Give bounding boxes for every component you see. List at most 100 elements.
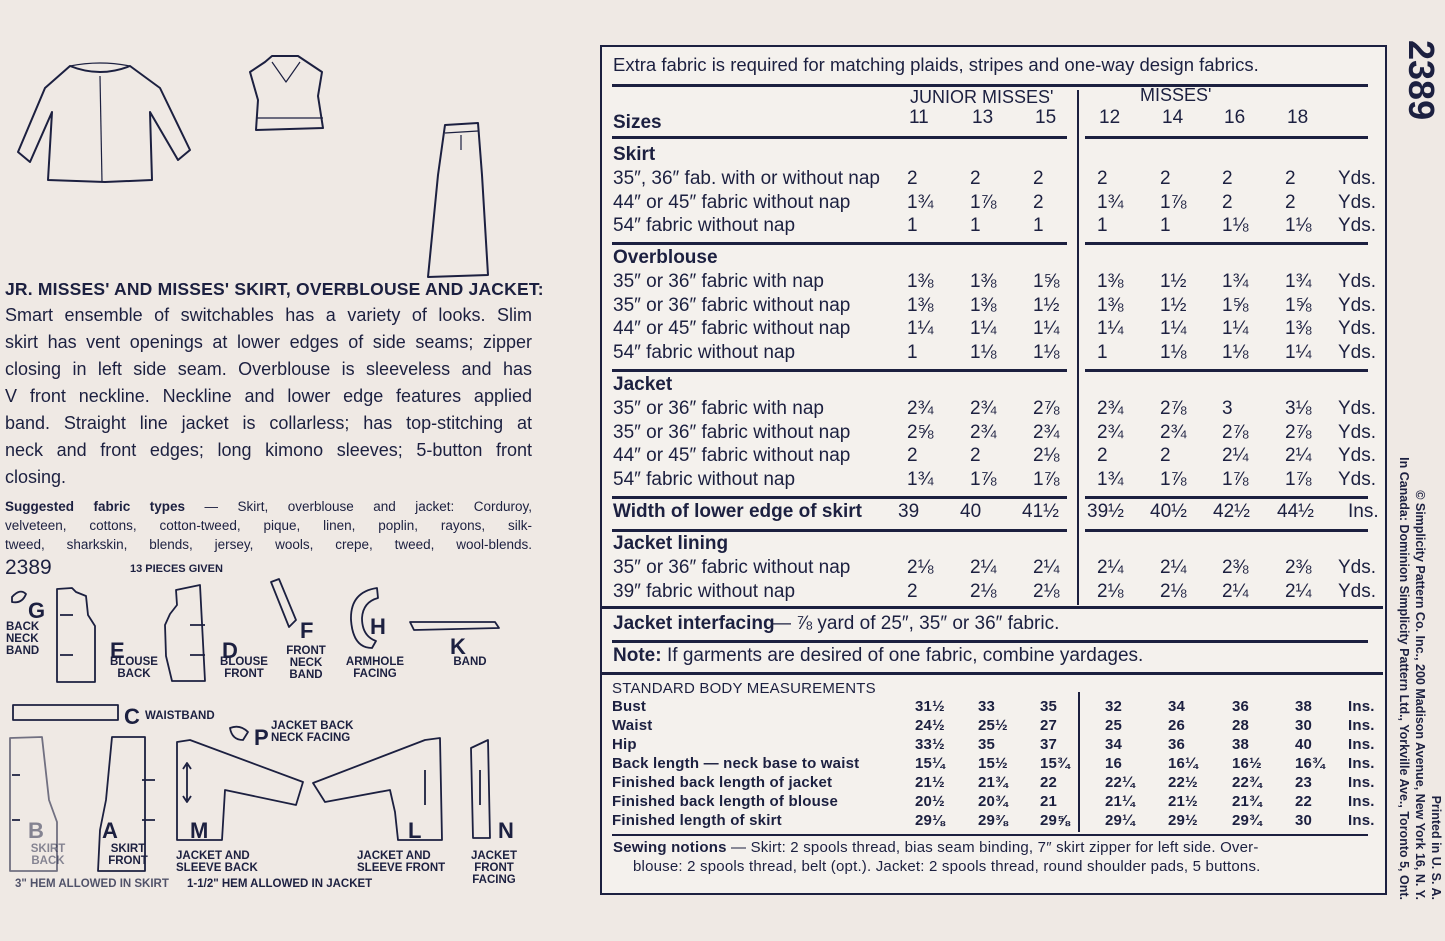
rule — [1085, 496, 1368, 499]
fabric-line: velveteen, cottons, cotton-tweed, pique,… — [5, 518, 532, 533]
yardage-chart — [600, 45, 1387, 895]
piece-name-a: SKIRT FRONT — [108, 843, 148, 867]
cell-value: 2¾ — [1097, 421, 1124, 443]
piece-outlines — [9, 578, 500, 872]
cell-value: 1⅛ — [970, 342, 997, 364]
pattern-description: Smart ensemble of switchables has a vari… — [5, 302, 532, 491]
row-label: 35″ or 36″ fabric with nap — [613, 398, 824, 419]
measurement-value: 15½ — [978, 755, 1008, 772]
cell-value: 1½ — [1160, 294, 1187, 316]
measurement-value: 40 — [1295, 736, 1313, 753]
cell-value: 1¼ — [907, 318, 934, 340]
measurement-value: 20½ — [915, 793, 945, 810]
size-header: 14 — [1162, 107, 1184, 128]
interfacing-text: — ⅞ yard of 25″, 35″ or 36″ fabric. — [772, 613, 1060, 634]
cell-value: 1 — [1097, 215, 1108, 237]
cell-value: 2¾ — [1033, 421, 1060, 443]
cell-value: 40½ — [1150, 501, 1187, 522]
cell-unit: Yds. — [1338, 557, 1377, 578]
cell-value: 2 — [1160, 168, 1171, 189]
interfacing-label: Jacket interfacing — [613, 613, 775, 634]
piece-letter-l: L — [408, 818, 422, 843]
cell-value: 1⅝ — [1033, 271, 1060, 292]
measurement-value: 21½ — [1168, 793, 1198, 810]
measurement-label: Bust — [612, 698, 647, 715]
cell-value: 1¼ — [1160, 318, 1187, 340]
measurement-unit: Ins. — [1348, 755, 1375, 772]
rule — [612, 640, 1368, 643]
cell-value: 2⅞ — [1285, 421, 1312, 443]
measurement-unit: Ins. — [1348, 736, 1375, 753]
cell-value: 39 — [898, 501, 920, 522]
measurement-value: 21¼ — [1105, 793, 1135, 810]
cell-value: 2¼ — [1222, 580, 1249, 602]
rule — [612, 369, 1067, 372]
cell-value: 2¼ — [1285, 445, 1312, 467]
section-title: Overblouse — [613, 247, 718, 268]
cell-value: 2 — [1285, 168, 1296, 189]
cell-unit: Yds. — [1338, 318, 1377, 340]
cell-value: 2 — [907, 580, 918, 602]
piece-letter-d: D — [222, 638, 238, 663]
size-header: 11 — [909, 107, 929, 128]
piece-a-shape — [97, 736, 146, 872]
measurement-value: 21 — [1040, 793, 1058, 810]
piece-letter-h: H — [370, 614, 386, 639]
cell-value: 1⅛ — [1033, 342, 1060, 364]
piece-name-c: WAISTBAND — [145, 710, 215, 722]
rule — [1085, 136, 1368, 139]
cell-value: 1⅛ — [1285, 215, 1312, 237]
cell-value: 1⅜ — [970, 271, 997, 292]
piece-name-g: BACK NECK BAND — [6, 621, 40, 657]
pattern-title: JR. MISSES' AND MISSES' SKIRT, OVERBLOUS… — [5, 279, 544, 299]
cell-value: 2¼ — [1222, 445, 1249, 467]
piece-p-shape — [229, 725, 249, 741]
cell-value: 1¼ — [1033, 318, 1060, 340]
rule — [612, 496, 1067, 499]
column-divider — [1077, 90, 1079, 605]
cell-value: 2 — [1222, 168, 1233, 189]
cell-value: 1¾ — [907, 469, 934, 491]
row-label: 54″ fabric without nap — [613, 342, 796, 364]
piece-letter-k: K — [450, 634, 466, 659]
cell-value: 2¾ — [1097, 398, 1124, 419]
cell-value: 1⅜ — [1097, 294, 1124, 316]
measurement-value: 22 — [1295, 793, 1313, 810]
cell-value: 2 — [1160, 445, 1171, 467]
measurement-value: 33 — [978, 698, 996, 715]
publisher-info: Printed in U. S. A. © Simplicity Pattern… — [1396, 442, 1444, 900]
hem-jacket-note: 1-1/2" HEM ALLOWED IN JACKET — [187, 878, 373, 890]
rule — [1085, 529, 1368, 532]
cell-value: 1⅜ — [907, 271, 934, 292]
description-line: closing. — [5, 467, 67, 487]
notions-label: Sewing notions — [613, 839, 727, 856]
cell-unit: Yds. — [1338, 445, 1377, 467]
description-line: Smart ensemble of switchables has a vari… — [5, 305, 532, 325]
measurement-value: 16 — [1105, 755, 1123, 772]
piece-name-f: FRONT NECK BAND — [286, 645, 326, 681]
cell-unit: Yds. — [1338, 168, 1377, 189]
cell-value: 2⅛ — [1160, 580, 1187, 602]
cell-value: 2¼ — [1160, 557, 1187, 578]
cell-value: 2 — [1033, 191, 1044, 213]
piece-n-shape — [470, 739, 491, 839]
fabric-note: Extra fabric is required for matching pl… — [613, 54, 1259, 75]
description-line: band. Straight line jacket is collarless… — [5, 413, 532, 433]
notions-text: — Skirt: 2 spools thread, bias seam bind… — [726, 839, 1259, 856]
size-header: 15 — [1035, 107, 1057, 128]
measurement-value: 22 — [1040, 774, 1058, 791]
cell-value: 1 — [907, 215, 918, 237]
measurement-value: 31½ — [915, 698, 945, 715]
measurement-unit: Ins. — [1348, 793, 1375, 810]
measurement-value: 27 — [1040, 717, 1058, 734]
suggested-fabrics: Suggested fabric types — Skirt, overblou… — [5, 497, 532, 554]
fabric-text: — Skirt, overblouse and jacket: Corduroy… — [185, 499, 532, 514]
measurement-value: 20¾ — [978, 793, 1008, 810]
piece-h-shape — [350, 587, 379, 649]
cell-value: 2⅛ — [1033, 580, 1060, 602]
cell-value: 44½ — [1277, 501, 1314, 522]
piece-letter-m: M — [190, 818, 209, 843]
measurement-value: 22¾ — [1232, 774, 1262, 791]
cell-value: 2 — [1285, 191, 1296, 213]
measurement-value: 35 — [1040, 698, 1058, 715]
